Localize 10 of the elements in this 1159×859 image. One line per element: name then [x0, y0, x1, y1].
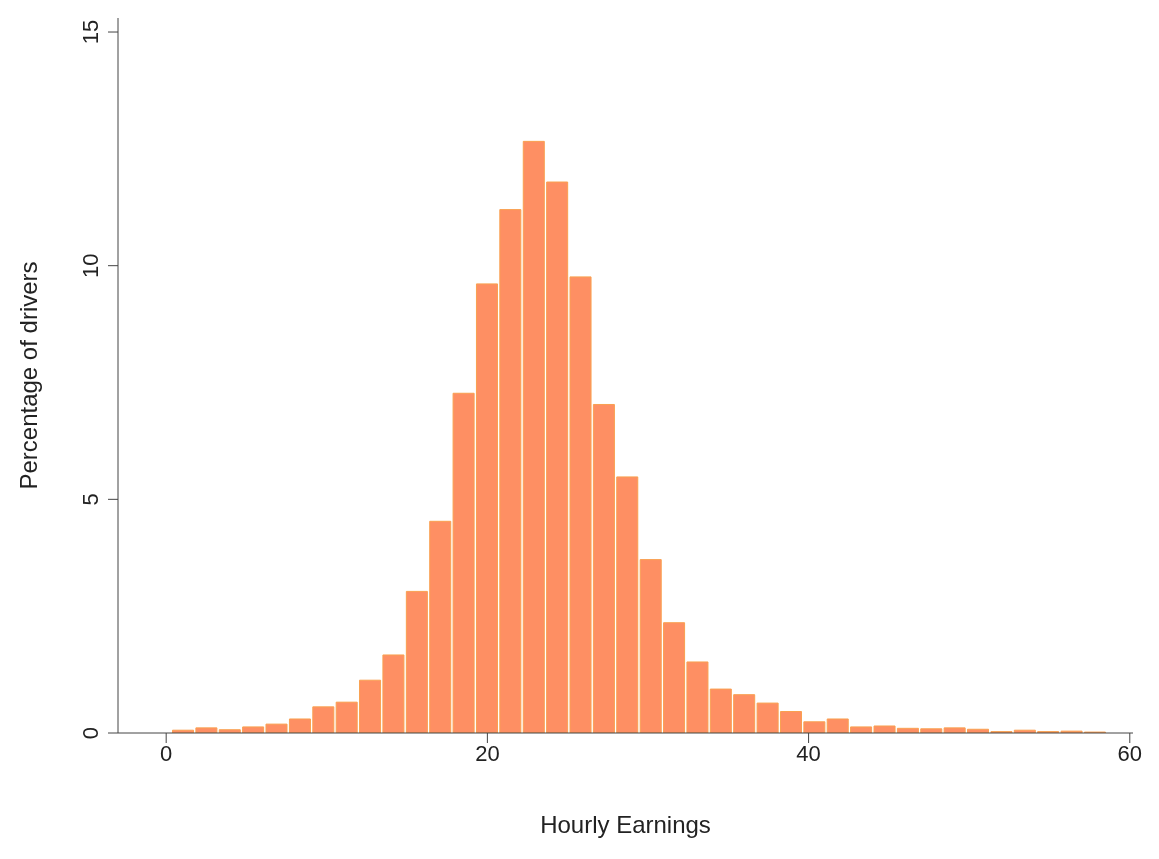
- y-tick-label: 0: [78, 726, 103, 740]
- x-tick-label: 40: [796, 740, 821, 766]
- x-axis-title: Hourly Earnings: [540, 811, 711, 838]
- y-tick-label: 15: [78, 19, 103, 45]
- x-tick-label: 20: [475, 740, 500, 766]
- y-axis-title: Percentage of drivers: [14, 261, 42, 490]
- x-tick-label: 60: [1117, 740, 1143, 766]
- y-tick-label: 5: [78, 493, 103, 506]
- x-tick-label: 0: [160, 740, 173, 766]
- y-tick-label: 10: [78, 253, 103, 278]
